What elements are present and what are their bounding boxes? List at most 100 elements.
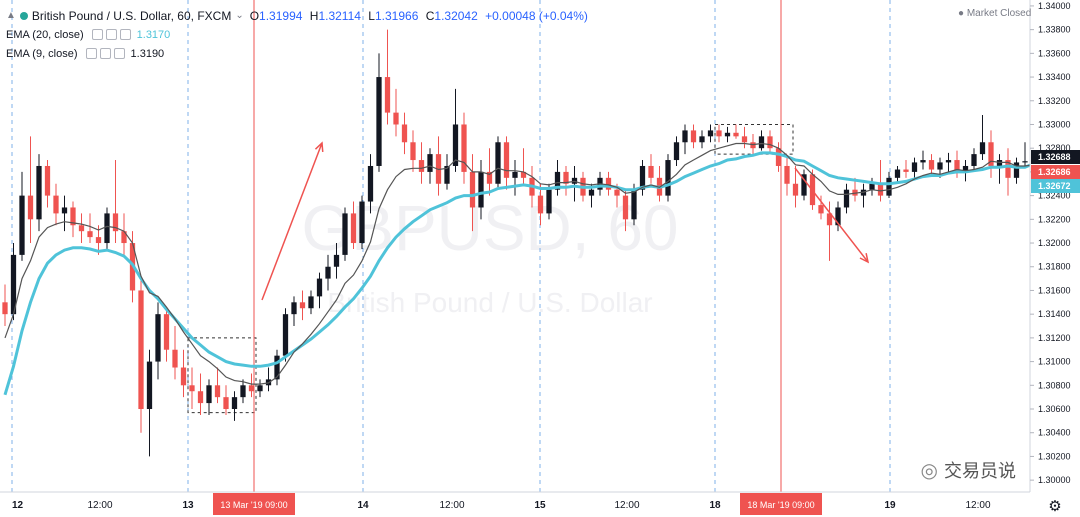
price-label: 1.32686 (1038, 167, 1071, 177)
candle-body (393, 112, 399, 125)
collapse-icon[interactable]: ▲ (6, 10, 16, 21)
candle-body (282, 314, 289, 356)
candle-body (274, 355, 280, 380)
candle-body (903, 169, 909, 172)
candle-body (639, 165, 646, 190)
candle-body (401, 124, 408, 143)
candle-body (894, 169, 901, 178)
candle-body (19, 195, 25, 255)
candle-body (537, 195, 544, 214)
indicator-value: 1.3190 (130, 47, 165, 60)
price-tick-label: 1.33200 (1038, 96, 1071, 106)
candle-body (690, 130, 697, 143)
candle-body (240, 385, 246, 398)
price-label: 1.32688 (1038, 152, 1071, 162)
candle-body (163, 314, 170, 350)
candle-body (988, 142, 994, 166)
gear-icon[interactable]: ⚙ (1048, 497, 1061, 515)
time-tick-label: 14 (357, 500, 369, 511)
candle-body (214, 385, 221, 398)
time-tick-label: 12:00 (965, 500, 990, 511)
candle-body (469, 171, 476, 208)
candle-body (308, 296, 314, 309)
candle-body (2, 302, 8, 315)
candle-body (877, 183, 884, 196)
indicator-ema9[interactable]: EMA (9, close) 1.3190 (6, 44, 588, 63)
date-marker-bg (213, 493, 295, 515)
candle-body (461, 124, 467, 172)
watermark-name: British Pound / U.S. Dollar (327, 287, 652, 318)
date-marker-label: 13 Mar '19 09:00 (220, 500, 287, 510)
candle-body (410, 142, 416, 161)
settings-icon[interactable] (99, 48, 111, 59)
price-tick-label: 1.33000 (1038, 119, 1071, 129)
candle-body (962, 165, 969, 172)
candle-body (733, 132, 739, 137)
indicator-ema20[interactable]: EMA (20, close) 1.3170 (6, 25, 588, 44)
wechat-logo-icon: ◎ (920, 459, 938, 482)
trend-arrow-down (794, 167, 869, 263)
candle-body (971, 154, 977, 166)
price-label: 1.32672 (1038, 181, 1071, 191)
price-label-bg (1031, 150, 1080, 164)
eye-icon[interactable] (85, 48, 97, 59)
candle-body (325, 266, 331, 279)
candle-body (682, 130, 688, 143)
candle-body (869, 183, 875, 190)
symbol-status-icon (19, 11, 28, 20)
candle-body (495, 142, 501, 184)
candle-body (512, 171, 518, 178)
candle-body (223, 397, 229, 410)
candle-body (189, 385, 195, 392)
price-tick-label: 1.32400 (1038, 191, 1071, 201)
candle-body (197, 391, 204, 404)
candle-body (724, 132, 731, 137)
candle-body (818, 205, 824, 214)
candle-body (920, 160, 926, 163)
candle-body (588, 189, 595, 196)
candle-body (554, 171, 561, 190)
symbol-dropdown-icon[interactable]: ⌄ (235, 10, 244, 21)
time-tick-label: 13 (182, 500, 194, 511)
candle-body (1013, 162, 1020, 178)
candle-body (699, 136, 705, 143)
candle-body (112, 213, 119, 232)
candle-body (342, 213, 348, 255)
candle-body (418, 160, 425, 172)
time-tick-label: 12 (12, 500, 24, 511)
candle-body (87, 231, 93, 238)
candle-body (172, 349, 178, 368)
candle-body (95, 237, 102, 244)
price-tick-label: 1.32000 (1038, 238, 1071, 248)
candle-body (750, 142, 756, 149)
price-tick-label: 1.31000 (1038, 357, 1071, 367)
candle-body (911, 162, 918, 172)
close-icon[interactable] (113, 48, 125, 59)
candle-body (180, 367, 187, 386)
candle-body (44, 165, 51, 196)
price-tick-label: 1.30000 (1038, 475, 1071, 485)
price-tick-label: 1.32800 (1038, 143, 1071, 153)
candle-body (10, 254, 17, 315)
candle-body (206, 385, 212, 404)
candle-body (1005, 160, 1011, 178)
settings-icon[interactable] (105, 29, 117, 40)
candle-body (614, 189, 620, 196)
price-label-bg (1031, 165, 1080, 179)
candle-body (478, 171, 484, 208)
time-tick-label: 12:00 (87, 500, 112, 511)
range-box (187, 337, 257, 414)
candle-body (520, 171, 527, 178)
candle-body (622, 195, 629, 220)
candle-body (53, 195, 59, 214)
symbol-title[interactable]: British Pound / U.S. Dollar, 60, FXCM (31, 8, 232, 23)
candle-body (767, 136, 773, 149)
candle-body (367, 165, 374, 202)
status-dot-icon: ● (958, 8, 965, 19)
candle-body (316, 278, 323, 297)
candle-body (1022, 161, 1028, 163)
eye-icon[interactable] (91, 29, 103, 40)
close-icon[interactable] (119, 29, 131, 40)
price-tick-label: 1.30600 (1038, 404, 1071, 414)
